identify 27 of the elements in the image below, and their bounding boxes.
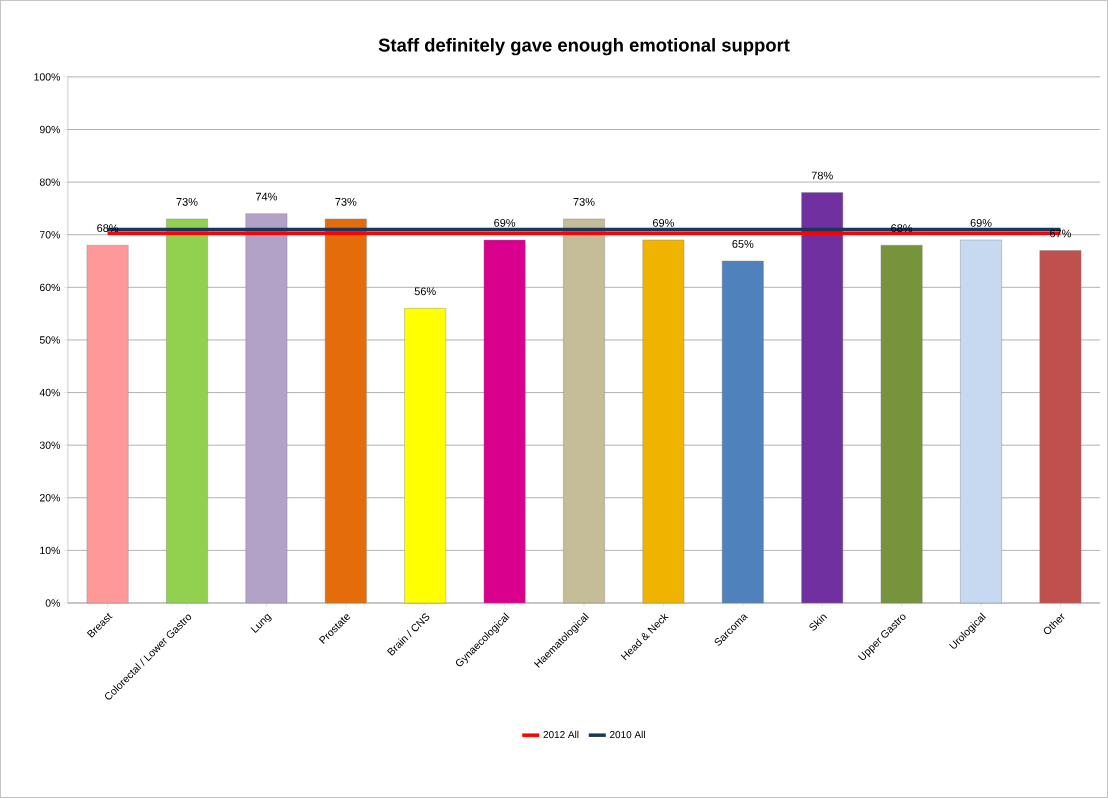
- data-label: 69%: [970, 219, 992, 227]
- y-tick-label: 70%: [39, 231, 60, 239]
- data-label: 69%: [653, 219, 674, 227]
- y-tick-label: 20%: [39, 494, 60, 502]
- y-tick-label: 100%: [34, 73, 60, 81]
- x-tick-label: Skin: [809, 614, 828, 631]
- data-label: 74%: [255, 192, 277, 201]
- data-label: 73%: [573, 198, 595, 206]
- legend-label: 2010 All: [610, 730, 645, 739]
- data-label: 67%: [1050, 229, 1071, 238]
- y-tick-label: 60%: [39, 283, 60, 292]
- y-tick-label: 80%: [39, 178, 60, 186]
- data-label: 73%: [176, 198, 198, 206]
- y-tick-label: 50%: [39, 336, 60, 344]
- data-label: 73%: [335, 198, 357, 206]
- y-tick-label: 90%: [39, 125, 60, 134]
- data-label: 69%: [494, 219, 516, 227]
- legend-label: 2012 All: [543, 730, 579, 739]
- data-label: 56%: [414, 287, 436, 296]
- data-label: 68%: [97, 224, 119, 233]
- chart-title: Staff definitely gave enough emotional support: [378, 38, 790, 56]
- y-tick-label: 40%: [39, 388, 60, 397]
- y-tick-label: 30%: [39, 441, 60, 449]
- data-label: 78%: [811, 171, 833, 180]
- y-tick-label: 0%: [45, 599, 60, 607]
- y-tick-label: 10%: [40, 546, 60, 555]
- data-label: 65%: [732, 240, 754, 248]
